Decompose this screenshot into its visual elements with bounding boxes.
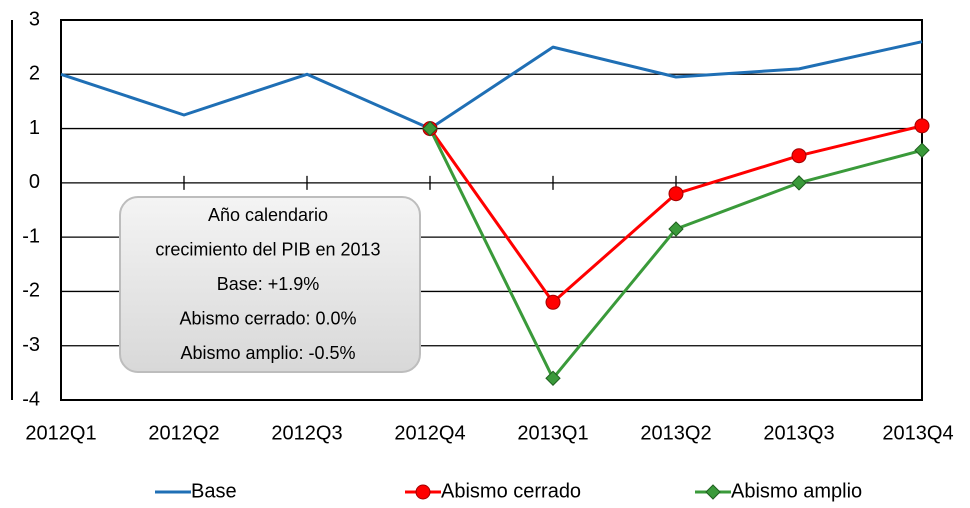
marker (668, 221, 684, 237)
annotation-line: Año calendario (208, 205, 328, 225)
marker (914, 118, 930, 134)
series-line (428, 127, 923, 380)
y-tick-label: 0 (29, 171, 40, 193)
x-tick-label: 2012Q4 (394, 422, 465, 444)
marker (415, 484, 431, 500)
marker (791, 175, 807, 191)
annotation-line: crecimiento del PIB en 2013 (155, 239, 380, 259)
annotation-line: Abismo amplio: -0.5% (180, 343, 355, 363)
marker (668, 186, 684, 202)
y-tick-label: -4 (22, 388, 40, 410)
legend-label: Abismo amplio (731, 480, 862, 502)
marker (791, 148, 807, 164)
x-tick-label: 2012Q3 (271, 422, 342, 444)
marker (422, 120, 438, 137)
y-tick-label: 2 (29, 63, 40, 85)
y-tick-label: -1 (22, 225, 40, 247)
marker (545, 294, 561, 310)
x-tick-label: 2012Q2 (148, 422, 219, 444)
x-tick-label: 2012Q1 (25, 422, 96, 444)
y-tick-label: -2 (22, 280, 40, 302)
annotation: Año calendario crecimiento del PIB en 201… (119, 196, 421, 373)
x-tick-label: 2013Q3 (763, 422, 834, 444)
annotation-line: Abismo cerrado: 0.0% (179, 308, 356, 328)
x-tick-label: 2013Q4 (882, 422, 953, 444)
annotation-line: Base: +1.9% (217, 274, 320, 294)
marker (545, 370, 561, 386)
y-tick-label: -3 (22, 334, 40, 356)
x-tick-label: 2013Q1 (517, 422, 588, 444)
plot-frame (60, 19, 923, 401)
legend-label: Base (191, 480, 237, 502)
marker (914, 142, 930, 158)
legend-label: Abismo cerrado (441, 480, 581, 502)
annotation-box (119, 196, 421, 373)
series-line (60, 40, 923, 131)
x-tick-label: 2013Q2 (640, 422, 711, 444)
y-tick-label: 3 (29, 8, 40, 30)
y-tick-label: 1 (29, 117, 40, 139)
marker (705, 484, 721, 500)
